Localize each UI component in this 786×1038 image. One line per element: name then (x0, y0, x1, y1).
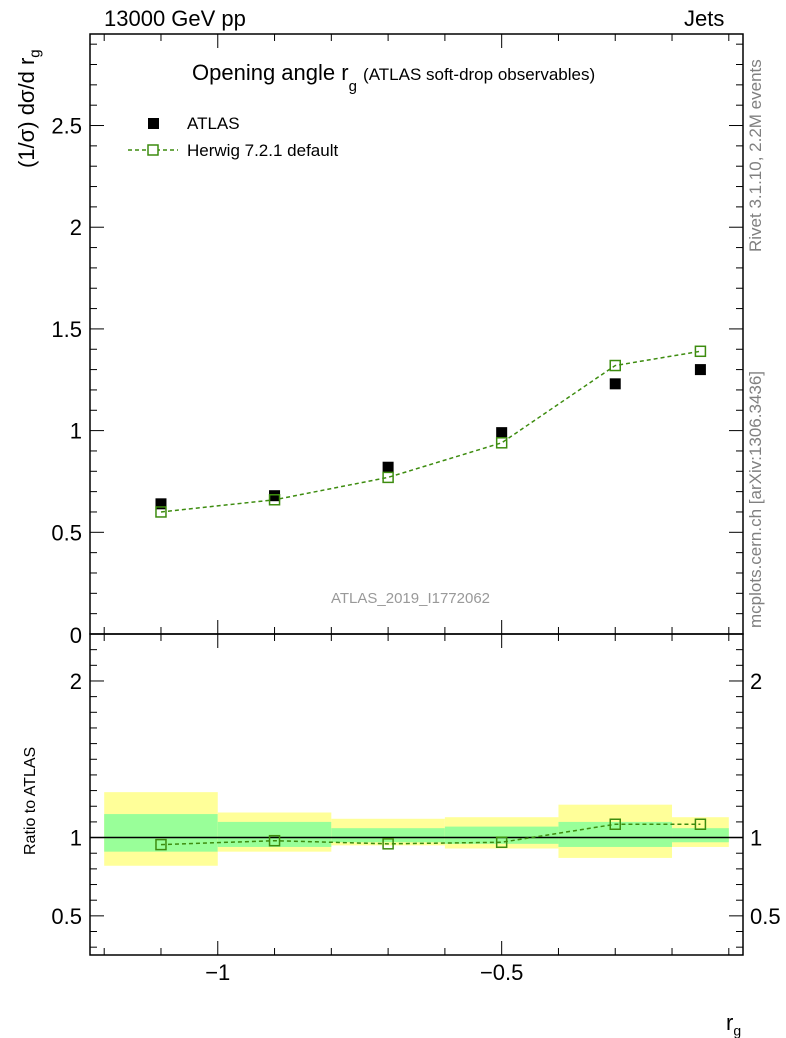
plot-title-detail: (ATLAS soft-drop observables) (363, 65, 596, 84)
x-tick-label: −0.5 (480, 960, 523, 985)
herwig-point (609, 359, 621, 372)
legend-label-atlas: ATLAS (187, 114, 240, 133)
herwig-ratio-point (155, 838, 167, 851)
x-axis-label: rg (726, 1010, 742, 1038)
analysis-id-label: ATLAS_2019_I1772062 (331, 590, 491, 607)
atlas-data-point (155, 498, 167, 510)
legend-symbols (128, 118, 178, 156)
herwig-ratio-point (694, 818, 707, 831)
atlas-data-point (609, 378, 621, 390)
rivet-version-label: Rivet 3.1.10, 2.2M events (746, 59, 765, 252)
main-y-tick-label: 1 (70, 419, 82, 444)
herwig-line (160, 350, 701, 513)
ratio-panel-axes: −1 −0.5 0.5 0.5 1 1 2 2 (51, 633, 781, 985)
ratio-band-inner-0 (104, 814, 218, 852)
ratio-y-tick-label-right: 1 (750, 826, 762, 851)
ratio-uncertainty-bands (104, 792, 729, 866)
plot-title-main: Opening angle r (192, 60, 349, 85)
ratio-band-inner-2 (331, 828, 445, 843)
ratio-y-tick-label-right: 2 (750, 669, 762, 694)
main-panel-marks (155, 345, 707, 518)
ratio-y-tick-label-left: 2 (70, 669, 82, 694)
legend-herwig-marker (147, 144, 159, 156)
herwig-ratio-point (495, 836, 508, 849)
ratio-band-inner-3 (444, 826, 559, 844)
main-y-tick-label: 2 (70, 215, 82, 240)
atlas-data-point (694, 364, 706, 376)
herwig-ratio-point (268, 834, 281, 847)
header-energy-label: 13000 GeV pp (104, 6, 246, 31)
ratio-band-inner-5 (672, 828, 729, 843)
main-y-axis-label-text: (1/σ) dσ/d r (14, 57, 39, 168)
atlas-data-point (382, 461, 394, 473)
main-y-tick-label-zero: 0 (70, 623, 82, 648)
atlas-data-point (496, 427, 508, 439)
herwig-point (694, 345, 707, 358)
main-panel-axes: 0.5 1 1.5 2 2.5 0 (51, 33, 744, 648)
ratio-panel-marks (155, 818, 707, 851)
legend-atlas-marker (148, 118, 159, 129)
x-tick-label: −1 (205, 960, 230, 985)
main-y-axis-label: (1/σ) dσ/d rg (14, 49, 43, 168)
herwig-point (495, 437, 508, 449)
legend-label-herwig: Herwig 7.2.1 default (187, 141, 339, 160)
ratio-panel-frame (89, 633, 744, 956)
ratio-y-tick-label-right: 0.5 (750, 904, 781, 929)
ratio-band-inner-1 (217, 821, 332, 847)
ratio-y-tick-label-left: 1 (70, 826, 82, 851)
herwig-point (268, 494, 281, 506)
herwig-point (382, 471, 394, 484)
herwig-point (155, 506, 167, 518)
x-axis-label-text: r (726, 1010, 734, 1035)
ratio-band-inner-4 (558, 821, 673, 847)
atlas-data-point (269, 490, 281, 502)
main-y-tick-label: 0.5 (51, 520, 82, 545)
main-y-axis-label-subscript: g (26, 49, 44, 58)
header-process-label: Jets (684, 6, 725, 31)
x-axis-label-subscript: g (733, 1022, 742, 1038)
plot-title-subscript: g (348, 78, 357, 96)
herwig-ratio-point (609, 818, 621, 831)
herwig-ratio-line (160, 823, 701, 846)
mcplots-reference-label: mcplots.cern.ch [arXiv:1306.3436] (746, 370, 765, 628)
main-y-tick-label: 2.5 (51, 114, 82, 139)
main-y-tick-label: 1.5 (51, 317, 82, 342)
herwig-ratio-point (382, 838, 394, 850)
ratio-y-tick-label-left: 0.5 (51, 904, 82, 929)
ratio-y-axis-label: Ratio to ATLAS (22, 746, 39, 855)
plot-title: Opening angle rg (ATLAS soft-drop observ… (192, 60, 596, 95)
